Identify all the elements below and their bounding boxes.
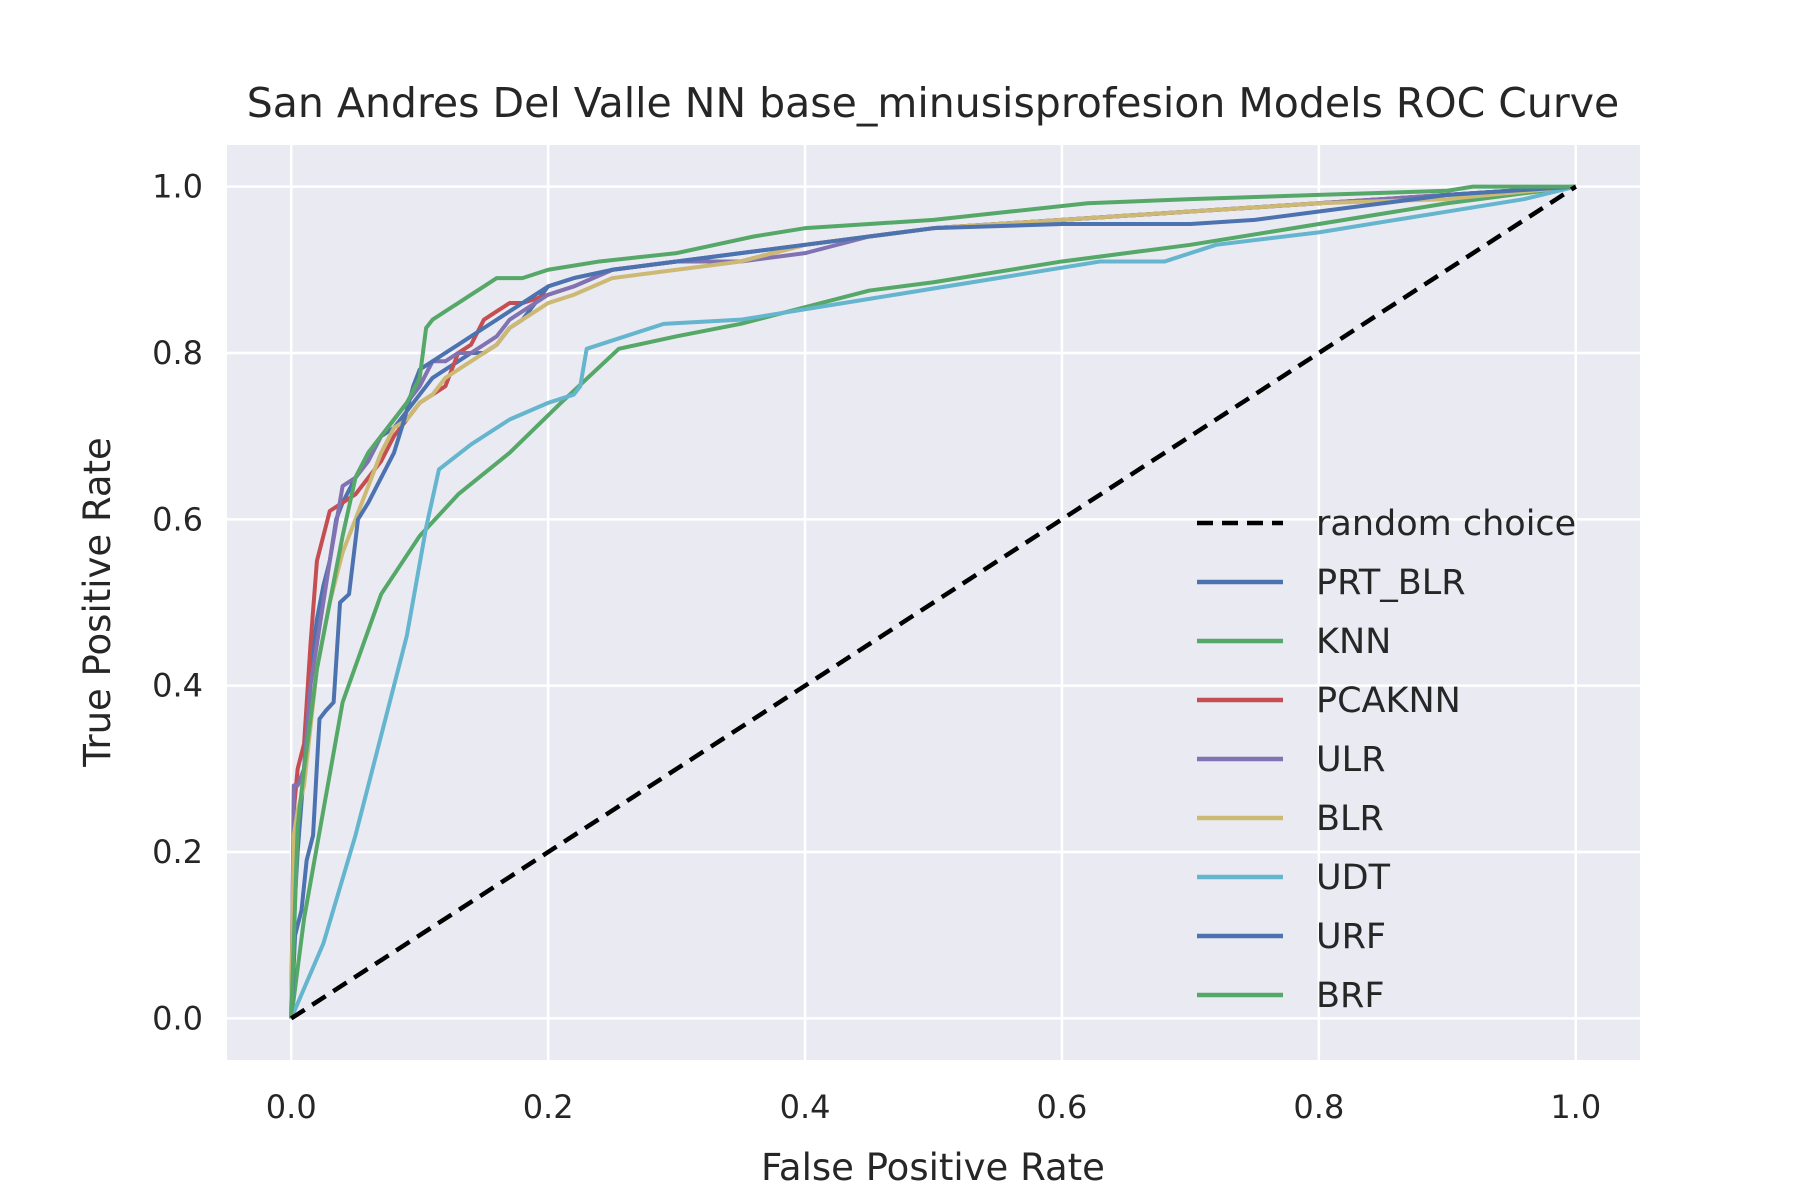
y-tick-label: 0.4 xyxy=(152,667,203,705)
legend-label-brf: BRF xyxy=(1316,976,1384,1016)
x-tick-label: 0.4 xyxy=(780,1088,831,1126)
legend-label-udt: UDT xyxy=(1316,858,1391,898)
chart-title: San Andres Del Valle NN base_minusisprof… xyxy=(247,79,1620,127)
legend-label-blr: BLR xyxy=(1316,799,1384,839)
series-line-urf xyxy=(289,184,1576,1019)
series-line-random-choice xyxy=(290,184,1577,1021)
y-tick-label: 0.2 xyxy=(152,833,203,871)
y-axis-label: True Positive Rate xyxy=(76,437,119,768)
legend-label-urf: URF xyxy=(1316,917,1386,957)
series-line-udt xyxy=(289,184,1577,1020)
y-tick-label: 1.0 xyxy=(152,168,203,206)
y-tick-label: 0.0 xyxy=(152,999,203,1037)
x-tick-label: 0.0 xyxy=(266,1088,317,1126)
legend-label-prt-blr: PRT_BLR xyxy=(1316,563,1466,603)
x-tick-label: 1.0 xyxy=(1550,1088,1601,1126)
legend-label-ulr: ULR xyxy=(1316,740,1385,780)
x-axis-label: False Positive Rate xyxy=(761,1146,1105,1189)
legend-label-random-choice: random choice xyxy=(1316,504,1576,544)
legend-label-pcaknn: PCAKNN xyxy=(1316,681,1461,721)
x-tick-label: 0.6 xyxy=(1037,1088,1088,1126)
legend-label-knn: KNN xyxy=(1316,622,1391,662)
series-line-brf xyxy=(289,184,1576,1019)
y-tick-label: 0.6 xyxy=(152,500,203,538)
grid-lines xyxy=(227,145,1640,1060)
legend: random choice PRT_BLR KNN PCAKNN ULR BLR UDT UR… xyxy=(1197,504,1576,1016)
series-line-knn xyxy=(289,184,1577,1019)
tick-labels: 0.0 0.2 0.4 0.6 0.8 1.0 0.0 0.2 0.4 0.6 0.8 1.0 xyxy=(152,168,1601,1126)
y-tick-label: 0.8 xyxy=(152,334,203,372)
x-tick-label: 0.8 xyxy=(1293,1088,1344,1126)
series-lines xyxy=(289,184,1577,1021)
x-tick-label: 0.2 xyxy=(523,1088,574,1126)
